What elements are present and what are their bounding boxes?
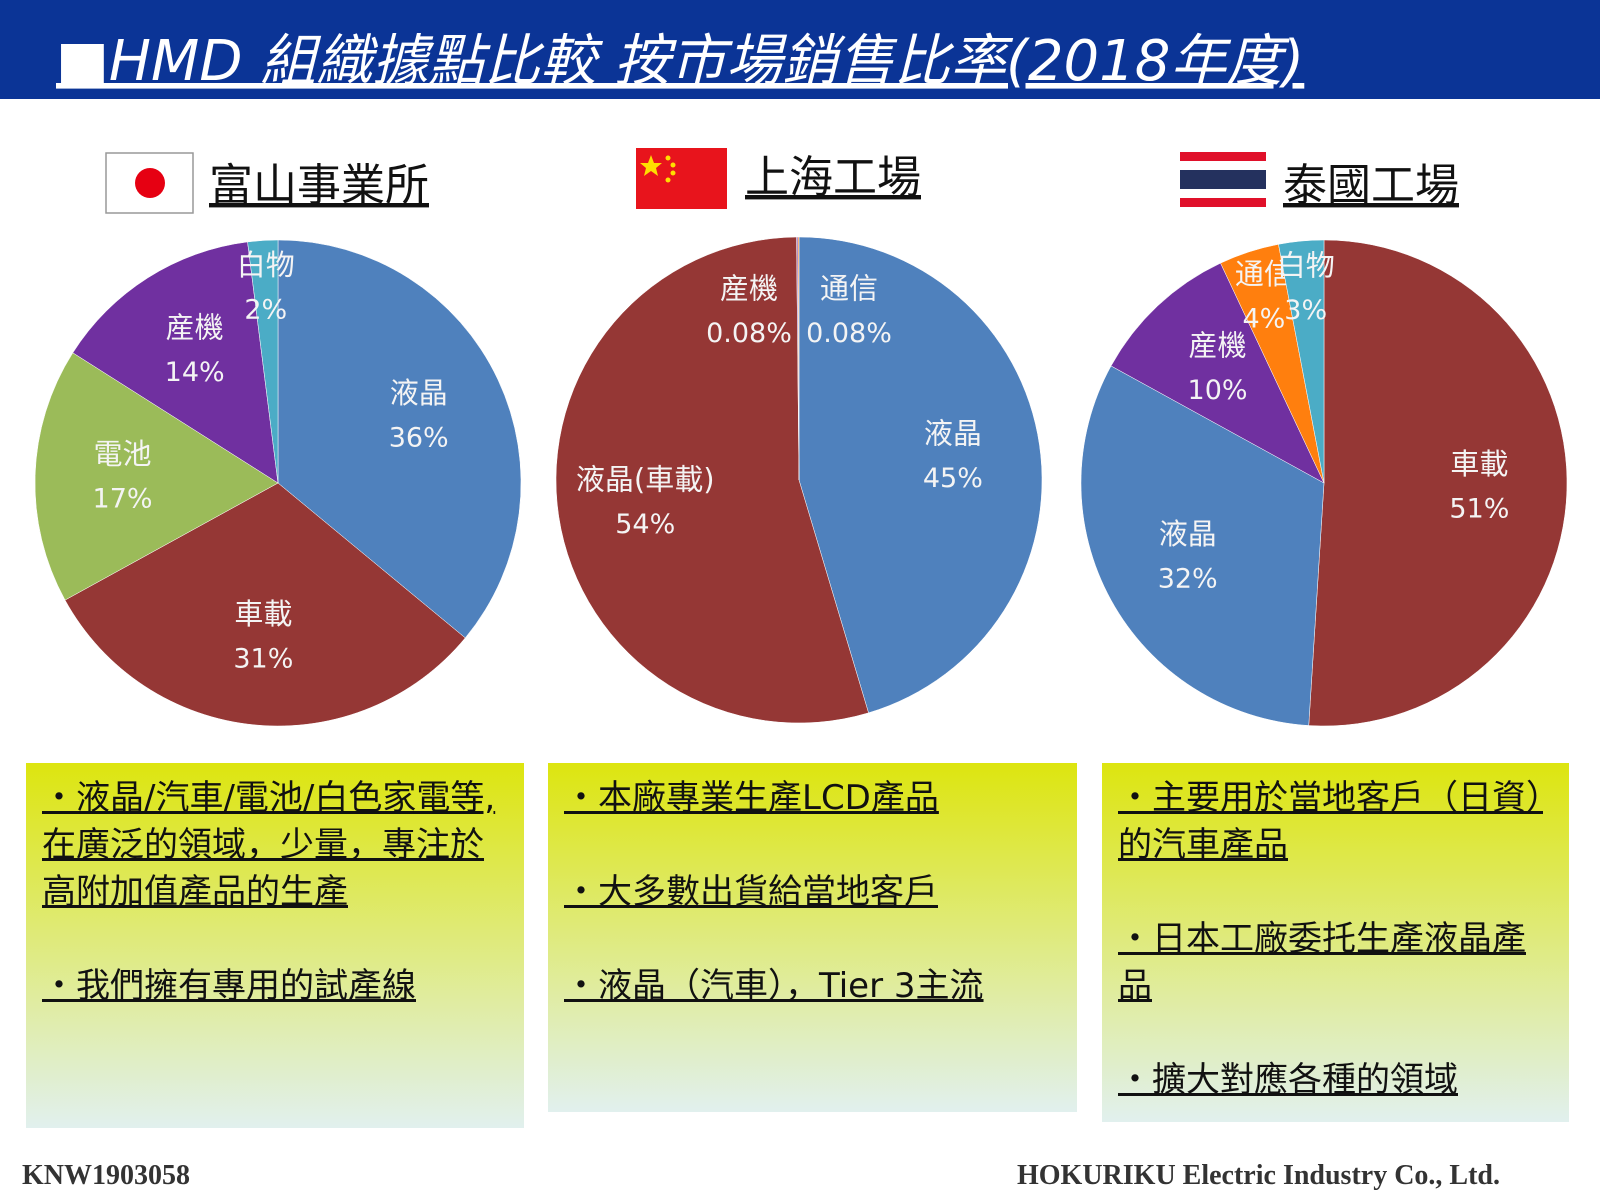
slice-value-label: 0.08% (806, 318, 892, 349)
footer-code: KNW1903058 (22, 1160, 190, 1191)
flag-china (636, 148, 727, 209)
slice-category: 産機 (1189, 329, 1247, 363)
bullet-text: ・擴大對應各種的領域 (1118, 1060, 1458, 1100)
slice-value-label: 17% (93, 484, 153, 515)
slice-category: 液晶 (1159, 517, 1217, 551)
header-bar (0, 0, 1600, 99)
slice-value-label: 0.08% (706, 318, 792, 349)
slice-category: 液晶 (390, 376, 448, 410)
slice-value-label: 14% (165, 357, 225, 388)
chart-title: 富山事業所 (209, 160, 429, 211)
slice-category: 車載 (1450, 447, 1508, 481)
pie-slice (1080, 365, 1325, 726)
slice-category: 白物 (237, 248, 295, 282)
slice-category: 液晶 (924, 417, 982, 451)
slice-value-label: 51% (1449, 493, 1509, 524)
chart-title: 泰國工場 (1283, 160, 1459, 211)
pie-slice (34, 352, 279, 601)
slice-category: 車載 (234, 597, 292, 631)
slice-value-label: 3% (1284, 295, 1327, 326)
slice-value-label: 2% (244, 294, 287, 325)
pie-slice (555, 236, 869, 724)
pie-slice (247, 239, 279, 484)
bullet-text: ・主要用於當地客戶（日資）的汽車產品 (1118, 778, 1543, 865)
text-box: ・液晶/汽車/電池/白色家電等, 在廣泛的領域，少量，專注於高附加值產品的生產 … (26, 763, 524, 1128)
pie-slice (1278, 239, 1325, 484)
pie-slice (1308, 239, 1568, 727)
slice-value-label: 36% (389, 422, 449, 453)
slice-category: 電池 (94, 437, 152, 471)
slice-value-label: 32% (1158, 563, 1218, 594)
bullet-text: ・我們擁有專用的試產線 (42, 966, 416, 1006)
slice-value-label: 31% (233, 643, 293, 674)
bullet-text: ・液晶/汽車/電池/白色家電等, 在廣泛的領域，少量，專注於高附加值產品的生產 (42, 778, 496, 912)
bullet-text: ・本廠專業生產LCD產品 (564, 778, 939, 818)
slice-value-label: 4% (1243, 304, 1286, 335)
flag-thailand (1180, 152, 1266, 207)
slice-category: 産機 (166, 311, 224, 345)
chart-title: 上海工場 (745, 152, 921, 203)
flag-japan (105, 152, 194, 214)
pie-slice (72, 241, 279, 484)
bullet-text: ・大多數出貨給當地客戶 (564, 872, 938, 912)
pie-slice (64, 482, 466, 727)
slice-category: 通信 (820, 271, 878, 305)
slice-category: 白物 (1277, 248, 1335, 282)
text-box: ・本廠專業生產LCD產品 ・大多數出貨給當地客戶 ・液晶（汽車），Tier 3主… (548, 763, 1077, 1112)
pie-slice (1110, 262, 1325, 484)
bullet-text: ・日本工廠委托生產液晶產品 (1118, 919, 1526, 1006)
pie-slice (277, 239, 522, 639)
slide-title: ■HMD 組織據點比較 按市場銷售比率(2018年度) (56, 29, 1304, 94)
pie-slice (797, 236, 800, 481)
slice-value-label: 54% (615, 509, 675, 540)
slice-category: 産機 (720, 271, 778, 305)
text-box: ・主要用於當地客戶（日資）的汽車產品 ・日本工廠委托生產液晶產品 ・擴大對應各種… (1102, 763, 1569, 1122)
slice-value-label: 10% (1188, 375, 1248, 406)
footer-company: HOKURIKU Electric Industry Co., Ltd. (1017, 1160, 1500, 1191)
bullet-text: ・液晶（汽車），Tier 3主流 (564, 966, 984, 1006)
pie-slice (798, 236, 1043, 714)
slice-value-label: 45% (923, 463, 983, 494)
slice-category: 液晶(車載) (576, 462, 715, 496)
